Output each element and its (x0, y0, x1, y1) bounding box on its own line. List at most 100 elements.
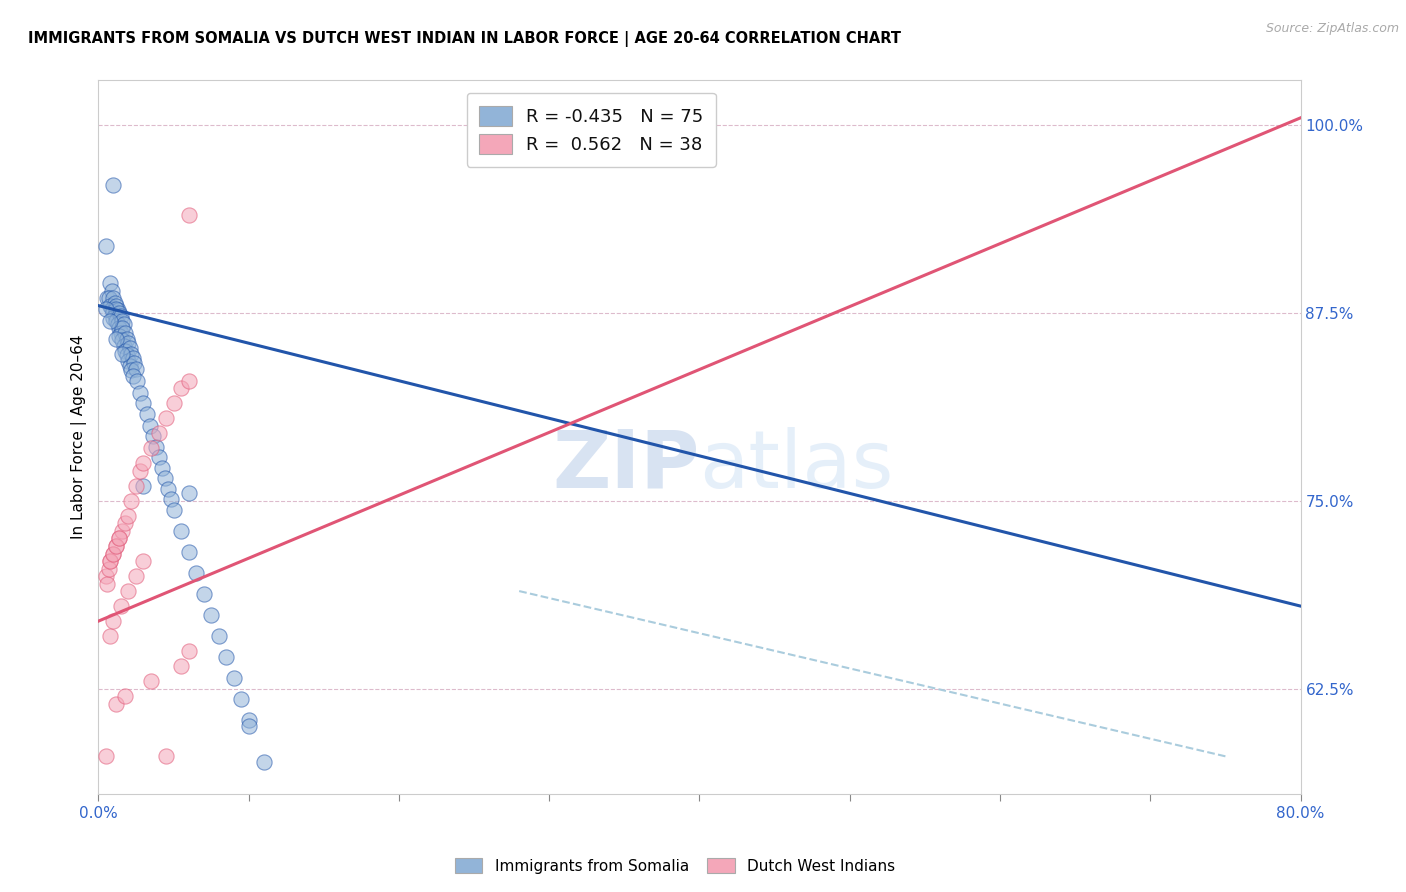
Point (118, 359, 141, 373)
Point (105, 697, 128, 711)
Point (100, 629, 122, 643)
Point (121, 494, 143, 508)
Point (105, 539, 128, 553)
Point (132, 396, 155, 410)
Point (267, 797, 290, 812)
Legend: Immigrants from Somalia, Dutch West Indians: Immigrants from Somalia, Dutch West Indi… (449, 852, 901, 880)
Point (111, 524, 134, 538)
Point (117, 354, 139, 368)
Point (114, 516, 136, 531)
Point (138, 418, 160, 433)
Point (100, 554, 122, 568)
Point (110, 309, 132, 323)
Point (112, 317, 135, 331)
Point (108, 328, 131, 343)
Point (170, 659, 193, 673)
Point (100, 554, 122, 568)
Point (111, 333, 134, 347)
Point (101, 284, 124, 298)
Point (177, 209, 200, 223)
Point (100, 313, 122, 327)
Point (108, 306, 131, 320)
Point (170, 381, 193, 395)
Point (110, 599, 132, 613)
Text: atlas: atlas (700, 426, 894, 505)
Point (117, 584, 139, 599)
Point (222, 671, 245, 685)
Point (135, 407, 157, 421)
Point (155, 411, 177, 425)
Point (253, 756, 276, 770)
Point (159, 492, 181, 507)
Point (139, 442, 162, 456)
Point (108, 321, 131, 335)
Point (117, 336, 139, 351)
Point (162, 396, 184, 410)
Point (105, 313, 128, 327)
Point (125, 479, 148, 493)
Point (153, 471, 176, 485)
Point (148, 450, 170, 465)
Point (114, 690, 136, 704)
Point (112, 339, 135, 353)
Point (162, 503, 184, 517)
Point (104, 308, 127, 322)
Point (177, 486, 200, 500)
Point (101, 301, 124, 316)
Point (125, 361, 148, 376)
Point (145, 440, 167, 454)
Point (105, 301, 128, 316)
Point (231, 692, 253, 706)
Point (105, 332, 128, 346)
Point (170, 524, 193, 538)
Point (208, 629, 231, 643)
Point (177, 644, 200, 658)
Point (108, 532, 131, 546)
Point (100, 276, 122, 290)
Point (124, 356, 146, 370)
Point (129, 464, 152, 478)
Point (100, 299, 122, 313)
Point (111, 313, 134, 327)
Point (132, 456, 155, 470)
Point (103, 547, 125, 561)
Point (107, 303, 129, 318)
Point (104, 295, 127, 310)
Point (97, 291, 120, 305)
Point (94, 749, 117, 764)
Point (94, 238, 117, 252)
Point (117, 508, 139, 523)
Point (110, 326, 132, 340)
Point (114, 343, 136, 358)
Point (111, 347, 134, 361)
Point (103, 547, 125, 561)
Point (94, 301, 117, 316)
Point (283, 839, 305, 854)
Legend: R = -0.435   N = 75, R =  0.562   N = 38: R = -0.435 N = 75, R = 0.562 N = 38 (467, 93, 716, 167)
Point (177, 374, 200, 388)
Text: Source: ZipAtlas.com: Source: ZipAtlas.com (1265, 22, 1399, 36)
Point (122, 369, 145, 384)
Point (238, 719, 260, 733)
Point (103, 614, 125, 628)
Point (107, 317, 129, 331)
Point (122, 351, 145, 366)
Point (200, 608, 222, 623)
Point (139, 674, 162, 689)
Point (129, 385, 152, 400)
Point (121, 347, 143, 361)
Point (115, 332, 138, 346)
Point (141, 429, 163, 443)
Point (108, 532, 131, 546)
Point (103, 291, 125, 305)
Point (177, 545, 200, 559)
Point (118, 341, 141, 355)
Point (156, 482, 179, 496)
Point (215, 650, 238, 665)
Text: IMMIGRANTS FROM SOMALIA VS DUTCH WEST INDIAN IN LABOR FORCE | AGE 20-64 CORRELAT: IMMIGRANTS FROM SOMALIA VS DUTCH WEST IN… (28, 31, 901, 47)
Point (127, 374, 149, 388)
Point (184, 566, 207, 580)
Point (132, 554, 155, 568)
Point (111, 321, 134, 335)
Point (150, 461, 173, 475)
